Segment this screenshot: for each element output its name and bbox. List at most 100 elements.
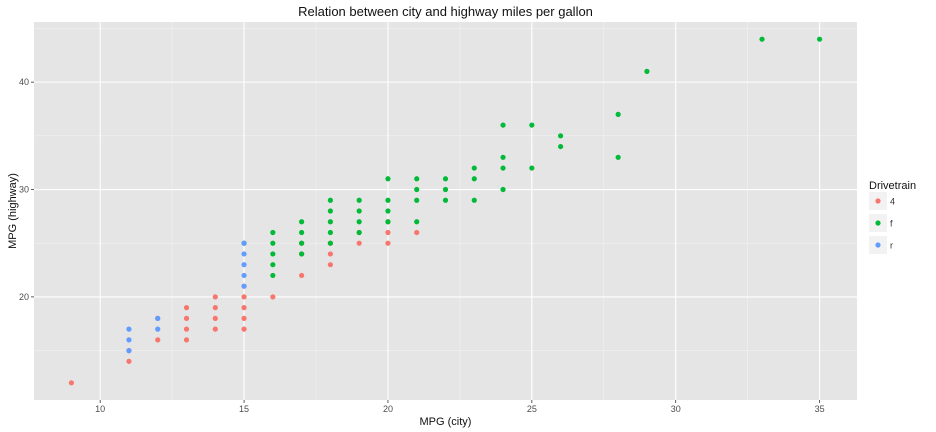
data-point-f: [529, 122, 535, 128]
y-tick-label: 30: [19, 185, 29, 195]
legend-label: f: [890, 219, 893, 229]
data-point-r: [241, 283, 247, 289]
data-point-r: [126, 326, 132, 332]
data-point-f: [471, 176, 477, 182]
data-point-f: [327, 219, 333, 225]
data-point-4: [212, 294, 218, 300]
data-point-4: [270, 294, 276, 300]
data-point-f: [299, 229, 305, 236]
data-point-f: [442, 186, 449, 193]
x-tick-label: 25: [527, 404, 537, 414]
legend-title: Drivetrain: [869, 180, 916, 192]
x-tick-label: 10: [95, 404, 105, 414]
data-point-f: [442, 197, 449, 203]
data-point-4: [327, 251, 333, 257]
data-point-f: [558, 133, 564, 139]
data-point-4: [126, 358, 132, 364]
minor-gridlines: [34, 22, 857, 400]
data-point-4: [241, 294, 247, 300]
data-point-f: [299, 240, 305, 246]
data-point-r: [241, 251, 247, 257]
data-point-r: [241, 272, 247, 279]
y-tick-label: 20: [19, 292, 29, 302]
x-tick-label: 20: [383, 404, 393, 414]
data-point-f: [615, 111, 621, 117]
data-point-f: [270, 251, 276, 257]
data-point-f: [816, 36, 823, 42]
chart-title: Relation between city and highway miles …: [298, 4, 593, 19]
legend-key-marker: [875, 220, 881, 226]
legend-label: 4: [890, 197, 895, 207]
data-point-4: [155, 337, 161, 343]
data-point-4: [212, 315, 218, 321]
data-point-4: [212, 326, 218, 332]
data-point-f: [385, 219, 391, 225]
data-point-f: [644, 68, 650, 74]
data-point-f: [270, 229, 276, 236]
data-point-f: [442, 176, 449, 182]
data-point-4: [299, 272, 305, 279]
data-point-f: [356, 229, 362, 236]
major-gridlines: [34, 22, 857, 400]
data-point-f: [327, 229, 333, 236]
data-point-f: [270, 272, 276, 279]
data-point-f: [356, 197, 362, 203]
data-point-f: [327, 197, 333, 203]
legend-label: r: [890, 241, 893, 251]
plot-panel: [34, 22, 857, 400]
data-point-r: [241, 262, 247, 268]
data-point-r: [126, 337, 132, 343]
data-point-4: [385, 240, 391, 246]
y-tick-label: 40: [19, 77, 29, 87]
data-point-4: [241, 326, 247, 332]
y-axis-title: MPG (highway): [7, 173, 19, 249]
data-point-r: [155, 326, 161, 332]
data-point-f: [414, 176, 420, 182]
data-point-f: [471, 165, 477, 171]
x-tick-label: 35: [815, 404, 825, 414]
data-point-4: [241, 305, 247, 311]
data-point-f: [270, 240, 276, 246]
data-point-f: [356, 208, 362, 214]
x-axis-ticks: 10 15 20 25 30 35: [95, 400, 825, 414]
data-point-f: [615, 154, 621, 160]
data-point-f: [356, 219, 362, 225]
data-point-f: [414, 219, 420, 225]
data-point-f: [500, 154, 506, 160]
data-point-4: [183, 326, 190, 332]
data-point-4: [183, 305, 190, 311]
data-point-4: [356, 240, 362, 246]
legend-key-marker: [875, 198, 881, 204]
data-point-f: [529, 165, 535, 171]
data-point-f: [299, 251, 305, 257]
data-point-4: [183, 337, 190, 343]
data-point-f: [500, 165, 506, 171]
data-point-f: [471, 197, 477, 203]
data-point-r: [126, 348, 132, 354]
data-point-f: [385, 197, 391, 203]
data-point-f: [500, 186, 506, 193]
data-point-4: [212, 305, 218, 311]
x-tick-label: 15: [239, 404, 249, 414]
x-tick-label: 30: [671, 404, 681, 414]
data-point-f: [414, 186, 420, 193]
data-point-f: [759, 36, 765, 42]
data-point-f: [327, 208, 333, 214]
data-points: [68, 36, 823, 386]
x-axis-title: MPG (city): [420, 416, 472, 428]
data-point-4: [414, 229, 420, 236]
data-point-r: [241, 240, 247, 246]
y-axis-ticks: 20 30 40: [19, 77, 34, 302]
data-point-f: [500, 122, 506, 128]
data-point-4: [241, 315, 247, 321]
data-point-f: [270, 262, 276, 268]
legend: Drivetrain 4 f r: [869, 180, 916, 254]
data-point-4: [183, 315, 190, 321]
data-point-f: [327, 240, 333, 246]
data-point-f: [299, 219, 305, 225]
data-point-4: [327, 262, 333, 268]
data-point-f: [385, 208, 391, 214]
data-point-f: [558, 143, 564, 150]
data-point-r: [155, 315, 161, 321]
